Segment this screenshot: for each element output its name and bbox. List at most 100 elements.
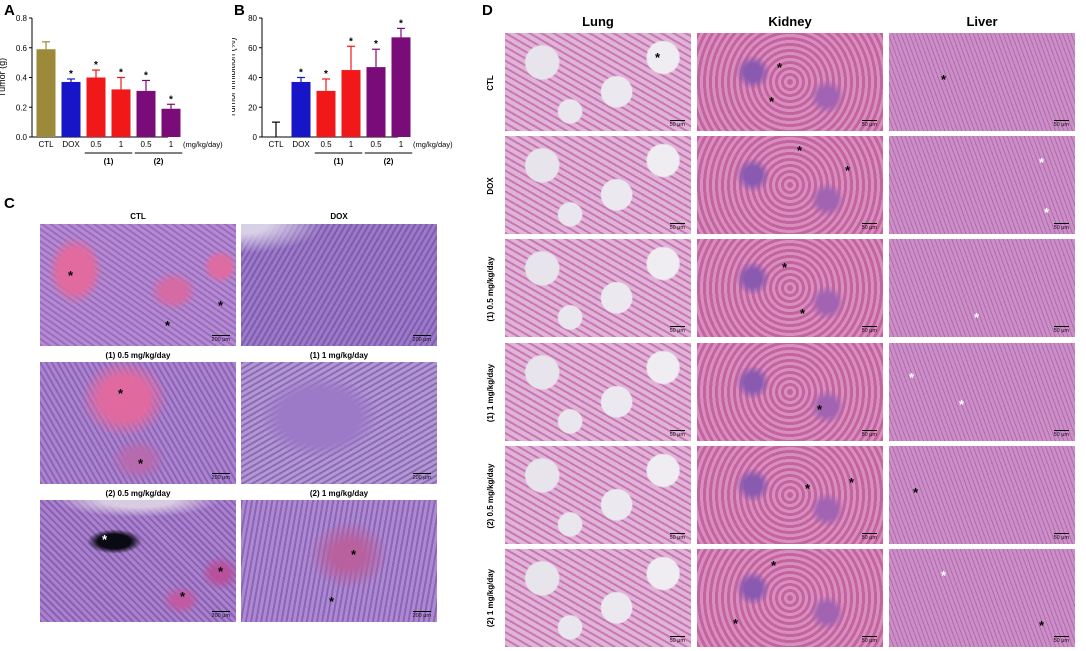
y-tick-label: 80 xyxy=(248,14,257,23)
micrograph-d-lung-4: 50 μm xyxy=(505,446,691,544)
lesion-marker: * xyxy=(1039,618,1045,633)
tumor-inhibition-chart: 0 20 40 60 80 Tumor inhibition (%) CTL * DOX * 0.5… xyxy=(232,14,453,166)
panel-label-a: A xyxy=(4,2,15,19)
significance-star: * xyxy=(119,68,123,79)
scale-bar: 200 μm xyxy=(412,337,431,343)
row-dox: DOX xyxy=(486,177,495,195)
caption-c-2-1: (2) 1 mg/kg/day xyxy=(309,489,369,498)
lesion-marker: * xyxy=(771,558,777,573)
micrograph-d-kidney-4: * * 50 μm xyxy=(697,446,883,544)
bar xyxy=(136,90,156,137)
lesion-marker: * xyxy=(769,94,775,109)
micrograph-d-lung-2: 50 μm xyxy=(505,239,691,337)
bar xyxy=(111,89,131,137)
scale-bar: 50 μm xyxy=(669,225,685,231)
micrograph-d-kidney-5: * * 50 μm xyxy=(697,549,883,647)
micrograph-d-liver-4: * 50 μm xyxy=(889,446,1075,544)
row-2-1: (2) 1 mg/kg/day xyxy=(486,568,495,628)
micrograph-d-kidney-2: * * 50 μm xyxy=(697,239,883,337)
category-label: 0.5 xyxy=(140,140,152,149)
significance-star: * xyxy=(399,18,403,29)
bar xyxy=(316,90,336,137)
lesion-marker: * xyxy=(655,50,661,65)
category-label: 1 xyxy=(169,140,174,149)
micrograph-c-1-1: 200 μm xyxy=(241,362,437,484)
micrograph-c-ctl: * * * 200 μm xyxy=(40,224,236,346)
tumor-weight-chart: 0.0 0.2 0.4 0.6 0.8 Tumor (g) CTL * DOX * 0.5 * 1 * 0.… xyxy=(0,14,223,166)
panel-label-c: C xyxy=(4,195,15,212)
micrograph-d-kidney-0: * * 50 μm xyxy=(697,33,883,131)
significance-star: * xyxy=(94,60,98,71)
panel-label-b: B xyxy=(234,2,245,19)
bar xyxy=(161,108,181,137)
y-tick-label: 0.6 xyxy=(16,44,28,53)
significance-star: * xyxy=(374,39,378,50)
scale-bar: 50 μm xyxy=(861,638,877,644)
group-label: (2) xyxy=(154,157,164,166)
scale-bar: 50 μm xyxy=(861,225,877,231)
category-label: 0.5 xyxy=(320,140,332,149)
caption-c-2-05: (2) 0.5 mg/kg/day xyxy=(105,489,171,498)
lesion-marker: * xyxy=(782,260,788,275)
scale-bar: 200 μm xyxy=(211,613,230,619)
micrograph-d-lung-1: 50 μm xyxy=(505,136,691,234)
scale-bar: 50 μm xyxy=(861,328,877,334)
bar xyxy=(366,67,386,137)
scale-bar: 200 μm xyxy=(211,337,230,343)
micrograph-d-kidney-3: * 50 μm xyxy=(697,343,883,441)
scale-bar: 200 μm xyxy=(211,475,230,481)
category-label: DOX xyxy=(62,140,80,149)
row-1-1: (1) 1 mg/kg/day xyxy=(486,363,495,423)
scale-bar: 200 μm xyxy=(412,613,431,619)
row-ctl: CTL xyxy=(486,75,495,91)
micrograph-d-kidney-1: * * 50 μm xyxy=(697,136,883,234)
lesion-marker: * xyxy=(733,616,739,631)
column-lung: Lung xyxy=(582,14,614,29)
row-1-05: (1) 0.5 mg/kg/day xyxy=(486,256,495,322)
lesion-marker: * xyxy=(974,310,980,325)
column-liver: Liver xyxy=(966,14,998,29)
scale-bar: 200 μm xyxy=(412,475,431,481)
y-tick-label: 0.2 xyxy=(16,103,28,112)
micrograph-d-liver-3: * * 50 μm xyxy=(889,343,1075,441)
bar xyxy=(391,37,411,137)
scale-bar: 50 μm xyxy=(669,328,685,334)
y-tick-label: 0.4 xyxy=(16,74,28,83)
micrograph-c-1-05: * * 200 μm xyxy=(40,362,236,484)
lesion-marker: * xyxy=(1044,205,1050,220)
bar xyxy=(61,81,81,137)
lesion-marker: * xyxy=(845,163,851,178)
scale-bar: 50 μm xyxy=(669,638,685,644)
category-label: CTL xyxy=(268,140,284,149)
scale-bar: 50 μm xyxy=(669,432,685,438)
y-axis-label: Tumor (g) xyxy=(0,58,7,97)
caption-c-dox: DOX xyxy=(330,212,348,221)
lesion-marker: * xyxy=(800,306,806,321)
micrograph-d-lung-3: 50 μm xyxy=(505,343,691,441)
significance-star: * xyxy=(144,70,148,81)
scale-bar: 50 μm xyxy=(1053,328,1069,334)
panel-label-d: D xyxy=(482,2,493,19)
significance-star: * xyxy=(324,69,328,80)
significance-star: * xyxy=(349,36,353,47)
micrograph-d-liver-2: * 50 μm xyxy=(889,239,1075,337)
micrograph-d-liver-5: * * 50 μm xyxy=(889,549,1075,647)
caption-c-ctl: CTL xyxy=(130,212,146,221)
scale-bar: 50 μm xyxy=(1053,432,1069,438)
column-kidney: Kidney xyxy=(768,14,812,29)
group-label: (1) xyxy=(334,157,344,166)
y-axis-label: Tumor inhibition (%) xyxy=(232,37,237,117)
lesion-marker: * xyxy=(777,60,783,75)
category-label: DOX xyxy=(292,140,310,149)
micrograph-d-liver-0: * 50 μm xyxy=(889,33,1075,131)
row-2-05: (2) 0.5 mg/kg/day xyxy=(486,463,495,529)
bar xyxy=(36,49,56,137)
y-tick-label: 60 xyxy=(248,44,257,53)
lesion-marker: * xyxy=(1039,155,1045,170)
lesion-marker: * xyxy=(941,72,947,87)
caption-c-1-1: (1) 1 mg/kg/day xyxy=(309,351,369,360)
category-label: 1 xyxy=(349,140,354,149)
bar xyxy=(341,70,361,137)
significance-star: * xyxy=(299,68,303,79)
y-tick-label: 0 xyxy=(253,133,258,142)
